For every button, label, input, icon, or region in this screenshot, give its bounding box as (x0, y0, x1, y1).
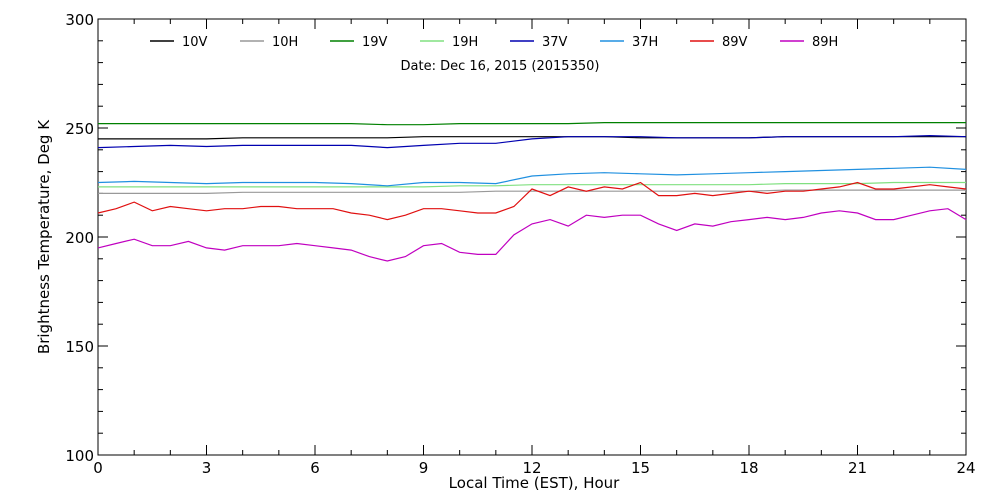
series-line-10h (98, 189, 966, 194)
legend-label-10h: 10H (272, 35, 298, 50)
x-tick-label: 0 (93, 459, 103, 477)
legend-label-10v: 10V (182, 35, 208, 50)
y-tick-label: 200 (65, 229, 94, 247)
y-ticks: 100 150 200 250 300 (65, 11, 966, 465)
y-tick-label: 150 (65, 338, 94, 356)
legend-label-37h: 37H (632, 35, 658, 50)
series-line-19v (98, 121, 966, 126)
y-tick-label: 100 (65, 447, 94, 465)
legend-label-19v: 19V (362, 35, 388, 50)
x-tick-label: 3 (202, 459, 212, 477)
series-line-19h (98, 181, 966, 188)
x-tick-label: 18 (739, 459, 758, 477)
series-line-37v (97, 134, 967, 149)
series-lines (97, 121, 967, 262)
series-line-89v (97, 181, 967, 221)
plot-frame (97, 18, 967, 456)
legend: 10V 10H 19V 19H 37V 37H 89V 89H (150, 35, 838, 50)
x-tick-label: 6 (310, 459, 320, 477)
legend-label-89v: 89V (722, 35, 748, 50)
legend-label-37v: 37V (542, 35, 568, 50)
x-tick-label: 21 (848, 459, 867, 477)
series-line-89h (97, 208, 967, 262)
legend-label-19h: 19H (452, 35, 478, 50)
x-tick-label: 9 (419, 459, 429, 477)
x-tick-label: 15 (631, 459, 650, 477)
date-subtitle: Date: Dec 16, 2015 (2015350) (401, 59, 600, 74)
y-axis-title: Brightness Temperature, Deg K (35, 119, 53, 354)
x-tick-label: 12 (522, 459, 541, 477)
x-axis-title: Local Time (EST), Hour (449, 474, 620, 492)
y-tick-label: 250 (65, 120, 94, 138)
x-tick-label: 24 (956, 459, 975, 477)
y-tick-label: 300 (65, 11, 94, 29)
legend-label-89h: 89H (812, 35, 838, 50)
x-ticks: 0 3 6 9 12 15 18 21 24 (93, 19, 976, 477)
series-line-37h (97, 166, 967, 187)
